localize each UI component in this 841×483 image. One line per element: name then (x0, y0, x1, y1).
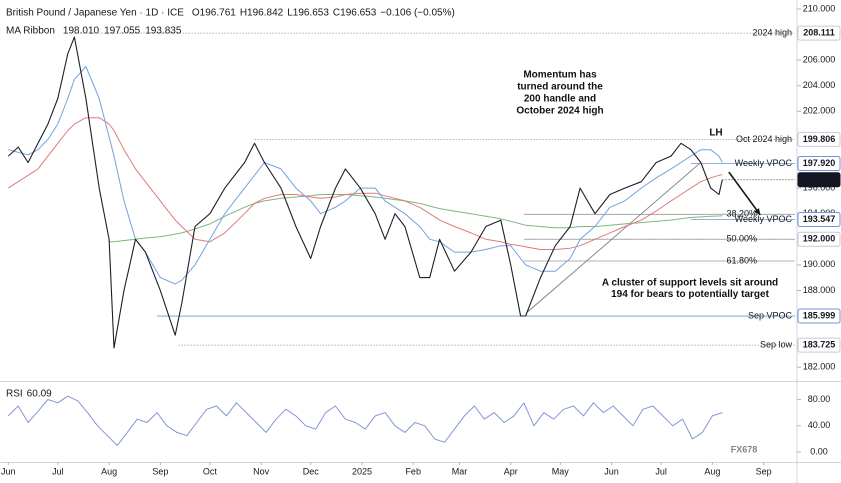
rsi-value: 60.09 (27, 389, 52, 400)
ohlc-value: C196.653 (333, 8, 377, 19)
lines-layer (7, 8, 801, 465)
x-tick-label: Jul (655, 466, 667, 476)
y-tick-label: 0.00 (810, 447, 828, 457)
x-tick-label: 2025 (352, 466, 372, 476)
y-tick-label: 204.000 (803, 80, 836, 90)
x-tick-label: Aug (704, 466, 720, 476)
annotation: Momentum has (523, 70, 597, 81)
annotation: October 2024 high (516, 106, 603, 117)
x-tick-label: Apr (504, 466, 518, 476)
x-tick-label: Sep (152, 466, 168, 476)
legend-entry: 197.055 (104, 26, 141, 37)
y-tick-label: 80.00 (808, 394, 831, 404)
level-note: Oct 2024 high (736, 134, 792, 144)
price-label: 196.653 (803, 174, 836, 184)
annotation: turned around the (517, 82, 603, 93)
price-label: 193.547 (803, 214, 836, 224)
fib-label: 38.20% (726, 209, 757, 219)
x-tick-label: Dec (303, 466, 320, 476)
series-line (109, 194, 723, 243)
x-tick-label: Sep (756, 466, 772, 476)
rsi-title: RSI (6, 389, 23, 400)
legend-title: MA Ribbon (6, 26, 55, 37)
price-label-box (797, 25, 841, 41)
series-line (7, 395, 723, 446)
legend-entry: 198.010 (63, 26, 100, 37)
price-label-box (797, 231, 841, 247)
level-note: 2024 high (752, 28, 792, 38)
ohlc-value: H196.842 (240, 8, 284, 19)
x-tick-label: Feb (405, 466, 421, 476)
price-label-box (797, 131, 841, 147)
x-tick-label: Aug (101, 466, 117, 476)
level-note: Sep VPOC (748, 310, 793, 320)
price-label: 183.725 (803, 340, 836, 350)
ohlc-value: L196.653 (287, 8, 329, 19)
y-tick-label: 182.000 (803, 362, 836, 372)
price-label: 197.920 (803, 158, 836, 168)
annotation: 200 handle and (524, 94, 596, 105)
y-tick-label: 190.000 (803, 259, 836, 269)
level-note: Weekly VPOC (735, 214, 793, 224)
ohlc-value: O196.761 (192, 8, 236, 19)
fib-label: 50.00% (726, 234, 757, 244)
x-tick-label: Jun (1, 466, 16, 476)
y-tick-label: 210.000 (803, 3, 836, 13)
series-line (7, 36, 723, 349)
level-note: Weekly VPOC (735, 158, 793, 168)
y-tick-label: 40.00 (808, 420, 831, 430)
legend-entry: 193.835 (145, 26, 182, 37)
price-label: 199.806 (803, 134, 836, 144)
x-tick-label: Nov (253, 466, 270, 476)
annotation: A cluster of support levels sit around (602, 278, 778, 289)
annotation: 194 for bears to potentially target (611, 289, 769, 300)
x-tick-label: Jun (604, 466, 619, 476)
price-label-box (797, 211, 841, 227)
watermark: FX678 (731, 444, 758, 454)
price-label-box (797, 172, 841, 188)
text-layer: 210.000206.000204.000202.000196.000194.0… (1, 3, 841, 476)
price-label: 185.999 (803, 310, 836, 320)
y-tick-label: 188.000 (803, 285, 836, 295)
chart-title: British Pound / Japanese Yen · 1D · ICE (6, 8, 184, 19)
price-label-box (797, 308, 841, 324)
arrow-head (754, 208, 761, 215)
x-tick-label: May (552, 466, 570, 476)
y-tick-label: 206.000 (803, 55, 836, 65)
price-label: 192.000 (803, 234, 836, 244)
x-tick-label: Mar (452, 466, 468, 476)
y-tick-label: 202.000 (803, 106, 836, 116)
price-label-box (797, 156, 841, 172)
annotation: LH (709, 128, 722, 139)
x-tick-label: Jul (52, 466, 64, 476)
series-line (8, 117, 723, 250)
price-label-box (797, 337, 841, 353)
y-tick-label: 196.000 (803, 182, 836, 192)
price-label: 208.111 (803, 28, 835, 38)
x-tick-label: Oct (203, 466, 218, 476)
trendline (526, 162, 702, 313)
level-note: Sep low (760, 340, 793, 350)
arrow (728, 171, 761, 216)
ohlc-value: −0.106 (−0.05%) (380, 8, 455, 19)
fib-label: 61.80% (726, 255, 757, 265)
